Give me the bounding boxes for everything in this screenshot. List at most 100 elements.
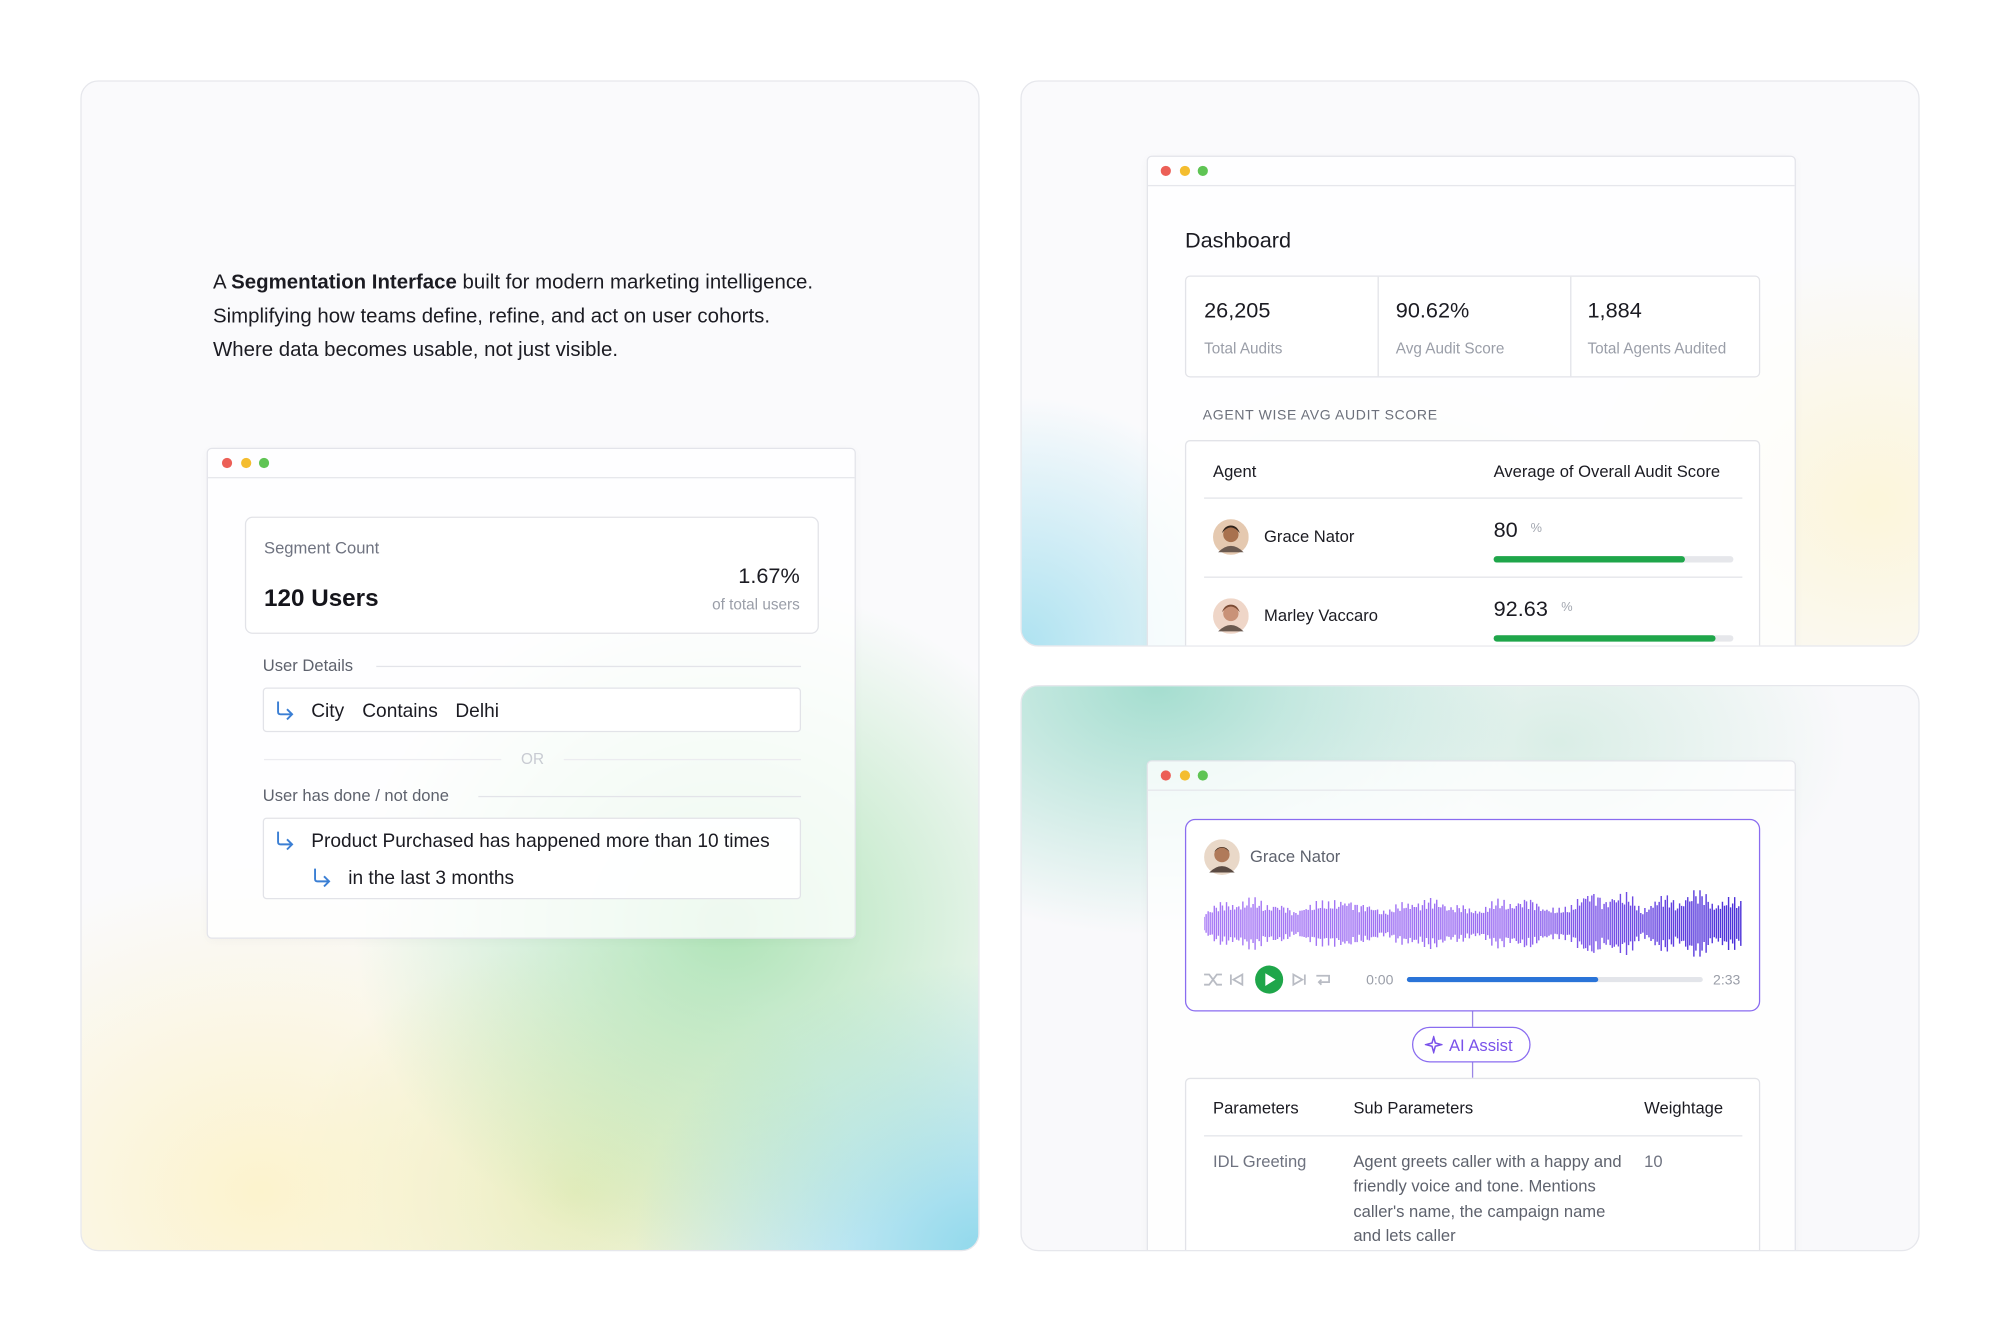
sparkle-icon bbox=[1424, 1035, 1443, 1054]
dashboard-panel: Dashboard 26,205 Total Audits 90.62% Avg Au… bbox=[1020, 80, 1920, 647]
dashboard-title: Dashboard bbox=[1184, 228, 1292, 253]
column-header: Sub Parameters bbox=[1353, 1098, 1474, 1118]
window-dot bbox=[1160, 165, 1171, 177]
stat-value: 1,884 bbox=[1587, 298, 1642, 323]
row-divider bbox=[1204, 576, 1743, 578]
score-bar bbox=[1493, 635, 1716, 642]
column-header: Agent bbox=[1213, 461, 1257, 481]
stat-value: 26,205 bbox=[1204, 298, 1271, 323]
agent-score: 80 bbox=[1493, 517, 1518, 543]
stat-value: 90.62% bbox=[1395, 298, 1470, 323]
stat-label: Avg Audit Score bbox=[1395, 339, 1505, 358]
intro-line: Where data becomes usable, not just visi… bbox=[213, 339, 618, 362]
intro-lead: A bbox=[213, 271, 226, 294]
stat-divider bbox=[1377, 276, 1380, 377]
condition-operator: Contains bbox=[362, 700, 438, 722]
audio-card: Grace Nator 0:00 2: bbox=[1184, 818, 1761, 1012]
window-dot bbox=[258, 457, 270, 469]
condition-box: City Contains Delhi bbox=[262, 687, 802, 733]
divider bbox=[563, 758, 802, 761]
segment-count-label: Segment Count bbox=[264, 538, 380, 558]
agent-name: Marley Vaccaro bbox=[1264, 605, 1378, 625]
time-end: 2:33 bbox=[1713, 973, 1741, 989]
intro-text: A Segmentation Interface built for moder… bbox=[213, 267, 813, 369]
titlebar-border bbox=[1147, 789, 1795, 791]
row-divider bbox=[1204, 1135, 1743, 1137]
event-box: Product Purchased has happened more than… bbox=[262, 817, 802, 900]
segment-count-card: Segment Count 120 Users 1.67% of total u… bbox=[244, 516, 819, 634]
row-divider bbox=[1204, 497, 1743, 499]
column-header: Average of Overall Audit Score bbox=[1493, 461, 1721, 481]
or-separator: OR bbox=[521, 749, 545, 768]
divider bbox=[376, 665, 802, 668]
window-dot bbox=[221, 457, 233, 469]
stat-label: Total Agents Audited bbox=[1587, 339, 1727, 358]
condition-value: Delhi bbox=[455, 700, 499, 722]
parameter-description: Agent greets caller with a happy and fri… bbox=[1353, 1151, 1622, 1245]
section-label: User has done / not done bbox=[262, 785, 449, 805]
segment-window: Segment Count 120 Users 1.67% of total u… bbox=[206, 447, 856, 939]
segment-count: 120 Users bbox=[264, 585, 379, 613]
agent-table: Agent Average of Overall Audit Score Gra… bbox=[1184, 440, 1761, 646]
section-label: User Details bbox=[262, 655, 354, 675]
divider bbox=[478, 795, 802, 798]
ai-assist-label: AI Assist bbox=[1448, 1035, 1513, 1055]
branch-arrow bbox=[277, 831, 294, 851]
divider bbox=[264, 758, 502, 761]
segment-percent: 1.67% bbox=[738, 563, 800, 589]
window-dot bbox=[1160, 770, 1171, 781]
titlebar-border bbox=[207, 477, 855, 479]
condition-field: City bbox=[311, 700, 345, 722]
parameter-name: IDL Greeting bbox=[1213, 1151, 1307, 1171]
audit-panel: Grace Nator 0:00 2: bbox=[1020, 684, 1920, 1252]
stats-box: 26,205 Total Audits 90.62% Avg Audit Score 1… bbox=[1184, 275, 1761, 378]
column-header: Weightage bbox=[1644, 1098, 1724, 1118]
waveform-path bbox=[1204, 890, 1742, 957]
titlebar-border bbox=[1147, 184, 1795, 187]
play-icon bbox=[1265, 973, 1276, 986]
score-unit: % bbox=[1561, 600, 1573, 615]
agent-avatar bbox=[1213, 519, 1249, 555]
stat-divider bbox=[1569, 276, 1571, 377]
connector bbox=[1471, 1011, 1474, 1027]
previous-icon[interactable] bbox=[1229, 972, 1244, 987]
window-dot bbox=[1197, 165, 1208, 177]
next-icon[interactable] bbox=[1292, 972, 1306, 987]
intro-line: Simplifying how teams define, refine, an… bbox=[213, 305, 770, 328]
ai-assist-button[interactable]: AI Assist bbox=[1411, 1026, 1531, 1063]
intro-rest: built for modern marketing intelligence. bbox=[462, 271, 814, 294]
agent-score: 92.63 bbox=[1493, 596, 1548, 622]
dashboard-window: Dashboard 26,205 Total Audits 90.62% Avg Au… bbox=[1146, 155, 1796, 646]
window-dot bbox=[1179, 165, 1191, 177]
window-dot bbox=[1179, 770, 1191, 781]
shuffle-icon[interactable] bbox=[1204, 973, 1222, 986]
audit-window: Grace Nator 0:00 2: bbox=[1146, 760, 1796, 1250]
event-condition: Product Purchased has happened more than… bbox=[311, 830, 770, 853]
repeat-icon[interactable] bbox=[1316, 974, 1330, 986]
time-start: 0:00 bbox=[1366, 973, 1394, 989]
segmentation-panel: A Segmentation Interface built for moder… bbox=[80, 80, 980, 1252]
parameter-table: Parameters Sub Parameters Weightage IDL … bbox=[1184, 1077, 1761, 1250]
player-controls bbox=[1204, 965, 1703, 994]
window-dot bbox=[241, 457, 252, 469]
branch-arrow bbox=[277, 701, 294, 721]
waveform bbox=[1204, 890, 1742, 957]
event-window: in the last 3 months bbox=[348, 867, 515, 890]
window-dot bbox=[1197, 770, 1208, 781]
score-unit: % bbox=[1530, 521, 1542, 536]
parameter-weightage: 10 bbox=[1644, 1151, 1663, 1171]
branch-arrow bbox=[314, 868, 331, 888]
agent-name: Grace Nator bbox=[1249, 846, 1341, 867]
score-bar bbox=[1493, 556, 1686, 563]
stat-label: Total Audits bbox=[1204, 339, 1283, 358]
intro-emphasis: Segmentation Interface bbox=[231, 271, 457, 294]
column-header: Parameters bbox=[1213, 1098, 1299, 1118]
segment-percent-caption: of total users bbox=[712, 595, 800, 614]
section-label: AGENT WISE AVG AUDIT SCORE bbox=[1202, 408, 1438, 424]
agent-avatar bbox=[1204, 839, 1240, 875]
agent-avatar bbox=[1213, 598, 1249, 634]
agent-name: Grace Nator bbox=[1264, 526, 1355, 546]
